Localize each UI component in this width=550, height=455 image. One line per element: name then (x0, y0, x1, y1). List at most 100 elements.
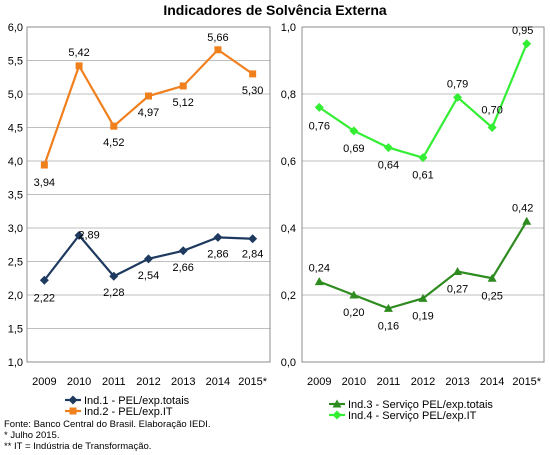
panel2-y-tick-label: 0,6 (281, 156, 296, 168)
panel1-legend-swatch-marker (69, 407, 77, 415)
panel2-series-2-point (453, 92, 463, 102)
source-note: Fonte: Banco Central do Brasil. Elaboraç… (4, 419, 211, 430)
panel2-y-tick-label: 0,4 (281, 223, 296, 235)
panel2-series-1-point (418, 293, 428, 302)
panel1-y-tick-label: 6,0 (8, 22, 23, 34)
panel1-y-tick-label: 2,0 (8, 290, 23, 302)
panel1-series-1-point (178, 246, 188, 256)
panel1-series-2-point (110, 122, 118, 130)
panel1-series-2-data-label: 5,42 (68, 47, 89, 59)
panel1-series-2-data-label: 5,30 (242, 85, 263, 97)
panel1-x-tick-label: 2014 (206, 376, 230, 388)
chart-title: Indicadores de Solvência Externa (163, 2, 387, 18)
panel2-series-2-data-label: 0,61 (412, 170, 433, 182)
panel1-series-1-data-label: 2,54 (138, 270, 159, 282)
panel1-y-tick-label: 2,5 (8, 257, 23, 269)
panel1-series-1-point (144, 254, 153, 264)
panel1-series-2-point (40, 161, 48, 169)
panel1-x-tick-label: 2012 (136, 376, 160, 388)
panel2-series-1-data-label: 0,20 (343, 307, 364, 319)
panel1-y-tick-label: 1,0 (8, 357, 23, 369)
panel1-series-2-point (179, 82, 187, 90)
panel2-series-1-point (349, 290, 359, 299)
panel1-series-2-point (214, 46, 222, 54)
panel1-y-tick-label: 5,5 (8, 56, 23, 68)
panel2-series-2-point (383, 143, 393, 153)
panel2-series-2-data-label: 0,69 (343, 143, 364, 155)
panel2-series-2-point (418, 153, 428, 163)
panel2-legend-label: Ind.3 - Serviço PEL/exp.totais (348, 399, 493, 411)
panel1-series-2-point (145, 92, 152, 100)
panel2-series-2-point (522, 39, 532, 49)
panel1-series-1-point (109, 271, 119, 281)
panel1-series-1-point (74, 230, 84, 240)
panel1-x-tick-label: 2011 (102, 376, 126, 388)
panel2-series-2-line (318, 43, 528, 159)
panel1-y-tick-label: 3,5 (8, 190, 23, 202)
date-note: * Julho 2015. (4, 429, 60, 441)
panel1-series-1-point (213, 232, 223, 242)
panel2-series-1-data-label: 0,25 (481, 290, 502, 302)
panel1-series-1-data-label: 2,89 (78, 229, 99, 241)
panel1-series-1-data-label: 2,22 (34, 292, 55, 304)
panel1-series-1-data-label: 2,28 (103, 287, 124, 299)
panel1-series-2-data-label: 4,52 (103, 137, 124, 149)
panel1-series-2-point (249, 70, 257, 78)
panel2-y-tick-label: 0,0 (281, 357, 296, 369)
panel2-series-1-data-label: 0,42 (512, 202, 533, 214)
panel2-series-2-data-label: 0,79 (447, 78, 468, 90)
panel1-legend-label: Ind.1 - PEL/exp.totais (84, 395, 190, 407)
panel2-series-1-point (453, 267, 463, 276)
panel2-y-tick-label: 0,2 (281, 290, 296, 302)
panel1-series-1-data-label: 2,86 (207, 248, 228, 260)
panel2-series-2-point (349, 126, 359, 136)
panel2-series-1-point (487, 273, 497, 282)
panel2-x-tick-label: 2015* (512, 376, 541, 388)
panel1-y-tick-label: 5,0 (8, 89, 23, 101)
panel1-series-1-point (248, 234, 258, 244)
panel1-series-1-data-label: 2,84 (242, 249, 263, 261)
panel1-x-tick-label: 2009 (32, 376, 56, 388)
panel1-series-2-point (75, 62, 83, 70)
panel2-series-2-data-label: 0,95 (512, 25, 533, 37)
panel1-series-1-point (39, 275, 49, 285)
panel1-legend-swatch-marker (68, 395, 78, 405)
panel2-plot-frame (301, 26, 545, 363)
panel2-x-tick-label: 2011 (377, 376, 401, 388)
panel2-x-tick-label: 2013 (445, 376, 469, 388)
panel2-series-1-data-label: 0,16 (378, 320, 399, 332)
panel2-y-tick-label: 1,0 (281, 22, 296, 34)
panel2-x-tick-label: 2014 (480, 376, 504, 388)
panel1-legend-label: Ind.2 - PEL/exp.IT (84, 406, 173, 418)
footnotes: Fonte: Banco Central do Brasil. Elaboraç… (4, 419, 211, 452)
panel1-series-2-data-label: 5,12 (173, 97, 194, 109)
panel2-x-tick-label: 2009 (307, 376, 331, 388)
panel2-legend-label: Ind.4 - Serviço PEL/exp.IT (348, 410, 477, 422)
panel2-legend-swatch-marker (332, 410, 342, 420)
panel2-series-2-point (314, 102, 324, 112)
panel2-x-tick-label: 2010 (342, 376, 366, 388)
panel1-y-tick-label: 4,0 (8, 156, 23, 168)
panel2-series-2-data-label: 0,76 (309, 120, 330, 132)
panel2-series-2-point (487, 123, 497, 132)
panel1-series-2-data-label: 5,66 (207, 32, 228, 44)
panel2-x-tick-label: 2012 (411, 376, 435, 388)
panel1-y-tick-label: 3,0 (8, 223, 23, 235)
panel1-x-tick-label: 2010 (67, 376, 91, 388)
panel2-series-1-point (522, 216, 532, 225)
panel2-series-1-data-label: 0,24 (309, 263, 330, 275)
panel1-plot-frame (26, 26, 271, 363)
panel2-series-1-point (383, 303, 393, 312)
panel2-series-1-data-label: 0,19 (412, 310, 433, 322)
panel1-series-1-data-label: 2,66 (173, 262, 194, 274)
panel2-y-tick-label: 0,8 (281, 89, 296, 101)
panel1-x-tick-label: 2013 (171, 376, 195, 388)
panel2-legend-swatch-marker (332, 399, 342, 408)
panel1-series-2-data-label: 4,97 (138, 107, 159, 119)
panel1-y-tick-label: 4,5 (8, 123, 23, 135)
panel2-series-2-data-label: 0,64 (378, 160, 399, 172)
panel1-x-tick-label: 2015* (238, 376, 267, 388)
panel1-series-2-data-label: 3,94 (34, 177, 55, 189)
panel2-series-1-data-label: 0,27 (447, 284, 468, 296)
